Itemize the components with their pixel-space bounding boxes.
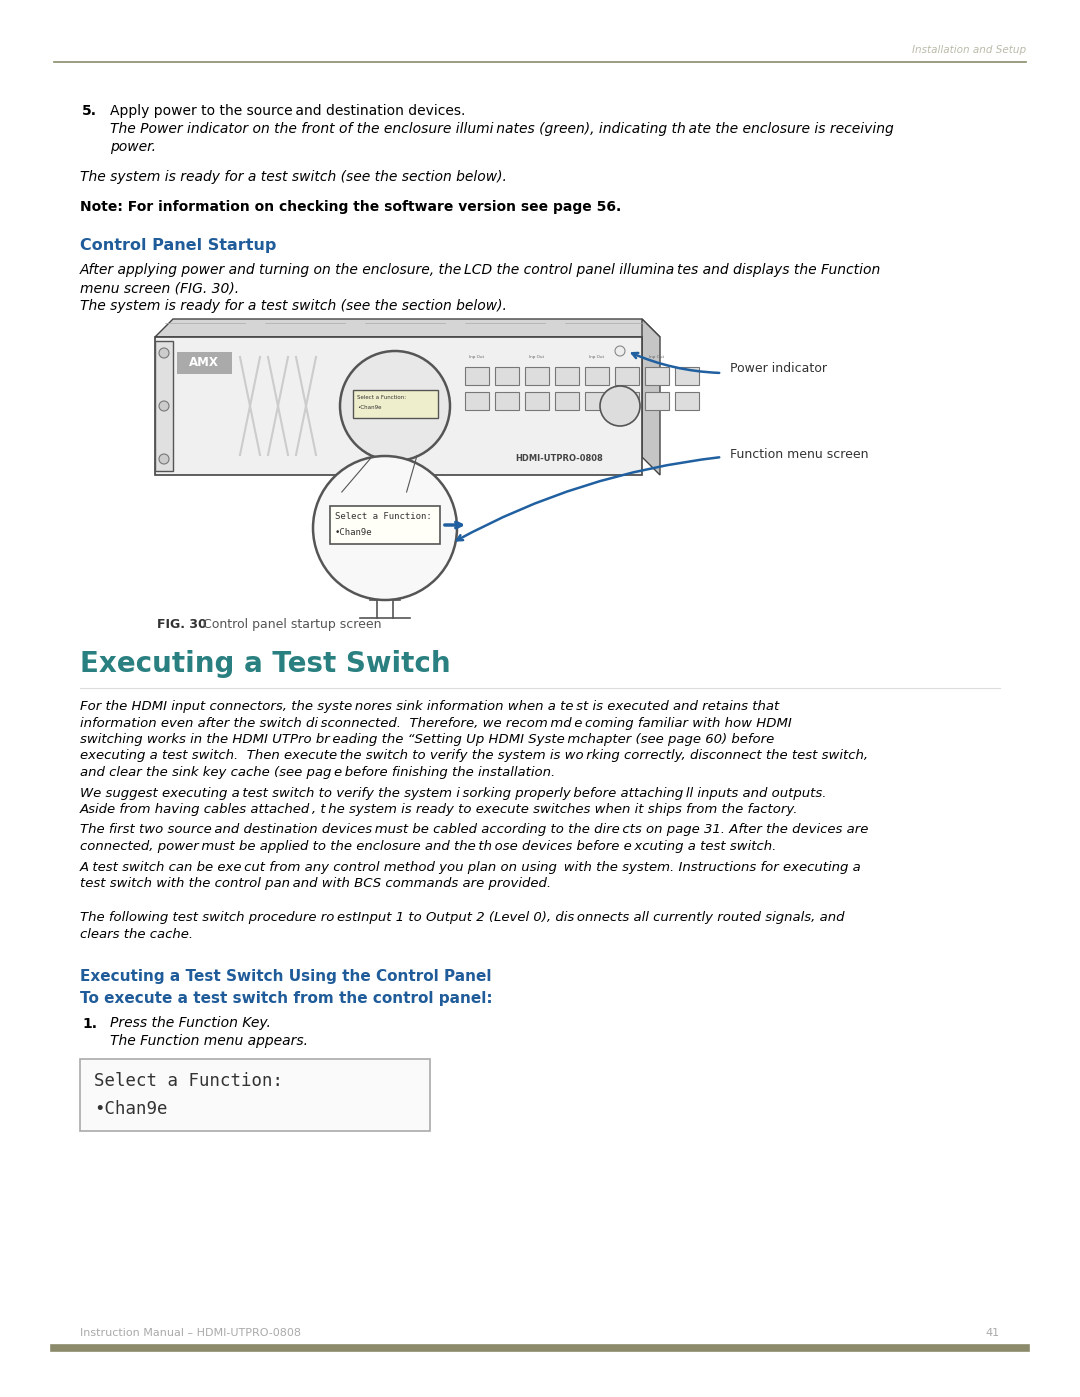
Text: switching works in the HDMI UTPro br eading the “Setting Up HDMI Syste mchapter : switching works in the HDMI UTPro br ead…	[80, 733, 774, 746]
Text: menu screen (FIG. 30).: menu screen (FIG. 30).	[80, 281, 239, 295]
Text: The Function menu appears.: The Function menu appears.	[110, 1035, 308, 1049]
Text: After applying power and turning on the enclosure, the LCD the control panel ill: After applying power and turning on the …	[80, 263, 881, 277]
Bar	[555, 367, 579, 386]
Text: Installation and Setup: Installation and Setup	[912, 45, 1026, 54]
Circle shape	[159, 348, 168, 358]
Bar	[615, 393, 639, 409]
Bar	[555, 393, 579, 409]
Text: Select a Function:: Select a Function:	[357, 395, 406, 400]
Polygon shape	[156, 319, 660, 337]
Text: We suggest executing a test switch to verify the system i sorking properly befor: We suggest executing a test switch to ve…	[80, 787, 826, 799]
Text: Instruction Manual – HDMI-UTPRO-0808: Instruction Manual – HDMI-UTPRO-0808	[80, 1329, 301, 1338]
Circle shape	[600, 386, 640, 426]
Text: Inp Out: Inp Out	[470, 355, 485, 359]
Text: •Chan9e: •Chan9e	[357, 405, 381, 409]
Bar	[645, 367, 669, 386]
Text: Executing a Test Switch Using the Control Panel: Executing a Test Switch Using the Contro…	[80, 968, 491, 983]
Circle shape	[159, 401, 168, 411]
Text: Aside from having cables attached , t he system is ready to execute switches whe: Aside from having cables attached , t he…	[80, 803, 798, 816]
Text: 1.: 1.	[82, 1017, 97, 1031]
Text: The first two source and destination devices must be cabled according to the dir: The first two source and destination dev…	[80, 823, 868, 837]
Text: Control panel startup screen: Control panel startup screen	[195, 617, 381, 631]
Text: and clear the sink key cache (see pag e before finishing the installation.: and clear the sink key cache (see pag e …	[80, 766, 555, 780]
Bar	[675, 393, 699, 409]
Text: Press the Function Key.: Press the Function Key.	[110, 1017, 271, 1031]
Bar	[465, 367, 489, 386]
Bar	[495, 367, 519, 386]
Text: The system is ready for a test switch (see the section below).: The system is ready for a test switch (s…	[80, 170, 507, 184]
Text: Inp Out: Inp Out	[590, 355, 605, 359]
Bar	[525, 393, 549, 409]
Circle shape	[615, 346, 625, 356]
Text: clears the cache.: clears the cache.	[80, 928, 193, 942]
Text: Select a Function:: Select a Function:	[94, 1073, 283, 1091]
Bar	[177, 352, 232, 374]
Text: test switch with the control pan and with BCS commands are provided.: test switch with the control pan and wit…	[80, 877, 551, 890]
Text: 41: 41	[986, 1329, 1000, 1338]
Circle shape	[159, 454, 168, 464]
Bar	[156, 337, 642, 475]
Text: HDMI-UTPRO-0808: HDMI-UTPRO-0808	[515, 454, 603, 462]
Bar	[495, 393, 519, 409]
Bar	[615, 367, 639, 386]
Text: The Power indicator on the front of the enclosure illumi nates (green), indicati: The Power indicator on the front of the …	[110, 122, 894, 136]
Text: power.: power.	[110, 140, 156, 154]
Text: For the HDMI input connectors, the syste nores sink information when a te st is : For the HDMI input connectors, the syste…	[80, 700, 780, 712]
Text: Inp Out: Inp Out	[649, 355, 664, 359]
Text: Function menu screen: Function menu screen	[730, 448, 868, 461]
Text: To execute a test switch from the control panel:: To execute a test switch from the contro…	[80, 990, 492, 1006]
Text: Apply power to the source and destination devices.: Apply power to the source and destinatio…	[110, 103, 465, 117]
Text: Select a Function:: Select a Function:	[335, 511, 432, 521]
Text: Note: For information on checking the software version see page 56.: Note: For information on checking the so…	[80, 200, 621, 214]
Text: Power indicator: Power indicator	[730, 362, 827, 374]
Text: Executing a Test Switch: Executing a Test Switch	[80, 650, 450, 678]
Bar	[465, 393, 489, 409]
Text: Control Panel Startup: Control Panel Startup	[80, 237, 276, 253]
Text: information even after the switch di sconnected.  Therefore, we recom md e comin: information even after the switch di sco…	[80, 717, 792, 729]
Bar	[585, 367, 609, 386]
Text: executing a test switch.  Then execute the switch to verify the system is wo rki: executing a test switch. Then execute th…	[80, 750, 868, 763]
Bar	[330, 506, 440, 543]
Polygon shape	[642, 319, 660, 475]
Text: FIG. 30: FIG. 30	[157, 617, 206, 631]
Bar	[675, 367, 699, 386]
Bar	[80, 1059, 430, 1130]
Bar	[645, 393, 669, 409]
Text: •Chan9e: •Chan9e	[335, 528, 373, 536]
Bar	[585, 393, 609, 409]
Text: The following test switch procedure ro estInput 1 to Output 2 (Level 0), dis onn: The following test switch procedure ro e…	[80, 911, 845, 925]
Text: AMX: AMX	[189, 356, 219, 369]
Text: 5.: 5.	[82, 103, 97, 117]
Circle shape	[340, 351, 450, 461]
Bar	[353, 390, 438, 418]
Text: A test switch can be exe cut from any control method you plan on using  with the: A test switch can be exe cut from any co…	[80, 861, 862, 873]
Text: The system is ready for a test switch (see the section below).: The system is ready for a test switch (s…	[80, 299, 507, 313]
Bar	[525, 367, 549, 386]
Bar	[156, 341, 173, 471]
Text: Inp Out: Inp Out	[529, 355, 544, 359]
Text: •Chan9e: •Chan9e	[94, 1101, 167, 1119]
Circle shape	[313, 455, 457, 599]
Text: connected, power must be applied to the enclosure and the th ose devices before : connected, power must be applied to the …	[80, 840, 777, 854]
